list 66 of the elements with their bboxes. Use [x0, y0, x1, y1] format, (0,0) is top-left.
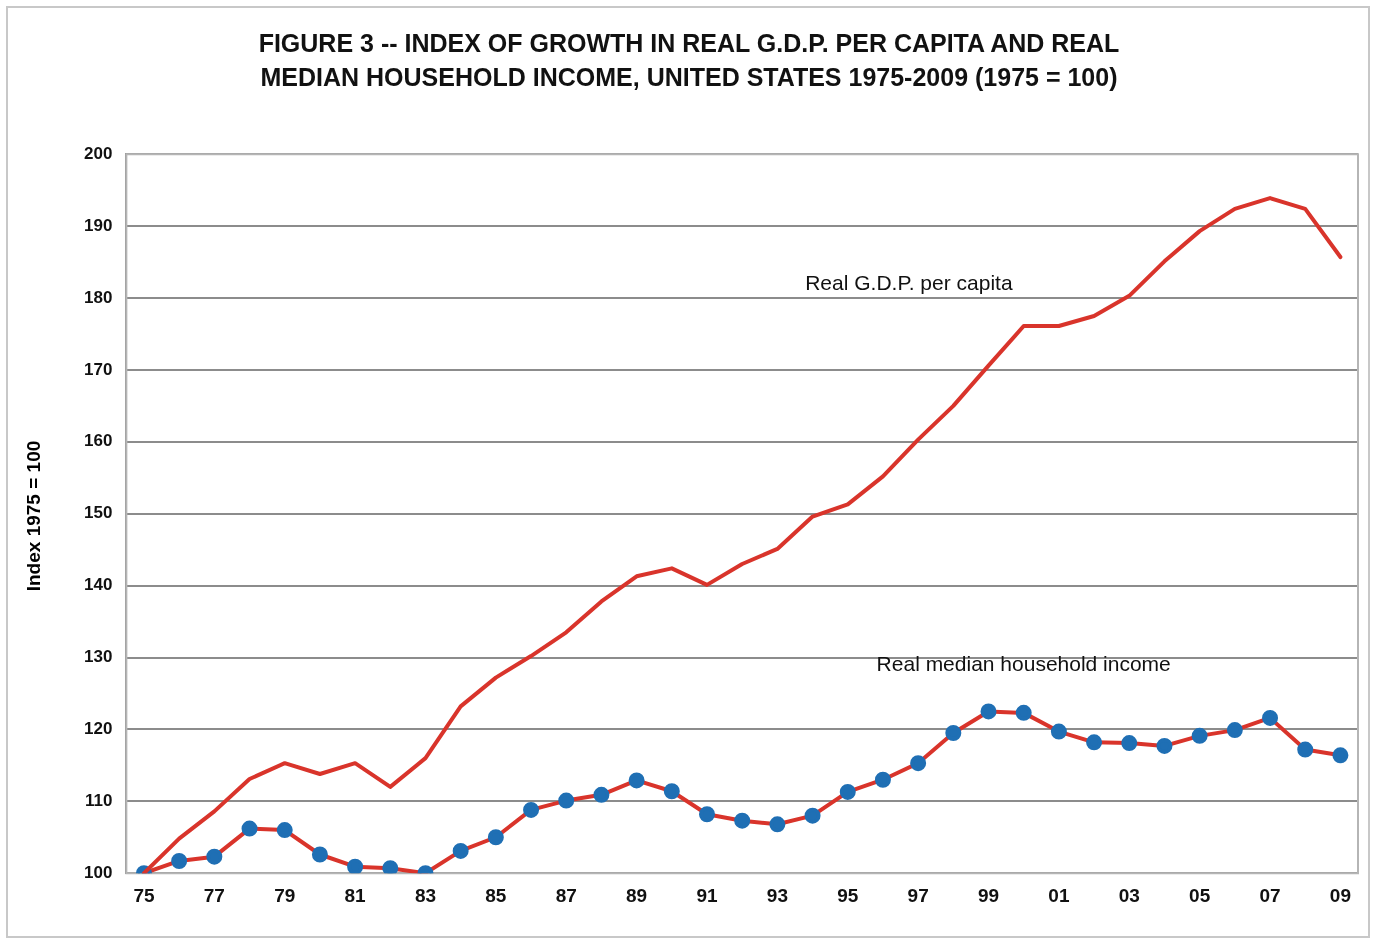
- point: [558, 792, 575, 809]
- point: [1226, 722, 1243, 739]
- point: [1086, 734, 1103, 751]
- point: [1050, 723, 1067, 740]
- point: [452, 842, 469, 859]
- y-tick-label: 150: [83, 503, 113, 523]
- y-tick-label: 160: [83, 431, 113, 451]
- point: [206, 848, 223, 865]
- point: [1121, 735, 1138, 752]
- point: [1156, 737, 1173, 754]
- point: [1262, 709, 1279, 726]
- point: [382, 860, 399, 874]
- y-axis-title: Index 1975 = 100: [23, 440, 45, 592]
- point: [839, 783, 856, 800]
- point: [734, 812, 751, 829]
- point: [1191, 727, 1208, 744]
- y-tick-label: 180: [83, 287, 113, 307]
- y-tick-label: 200: [83, 143, 113, 163]
- point: [1332, 747, 1349, 764]
- point: [1297, 741, 1314, 758]
- x-tick-label: 95: [837, 884, 859, 906]
- x-tick-label: 07: [1259, 884, 1281, 906]
- point: [241, 820, 258, 837]
- x-tick-label: 97: [907, 884, 929, 906]
- x-tick-label: 01: [1048, 884, 1070, 906]
- x-tick-label: 03: [1118, 884, 1140, 906]
- x-tick-label: 93: [766, 884, 788, 906]
- x-tick-label: 85: [485, 884, 507, 906]
- chart-title: FIGURE 3 -- INDEX OF GROWTH IN REAL G.D.P. PER CAPITA AND REAL MEDIAN HOUSEHOLD INCOME, UNITED STATES 1975-2009 (1975 = 100): [257, 28, 1121, 93]
- point: [980, 703, 997, 720]
- x-tick-label: 05: [1189, 884, 1211, 906]
- point: [874, 771, 891, 788]
- x-tick-label: 89: [626, 884, 648, 906]
- point: [628, 772, 645, 789]
- x-tick-label: 81: [344, 884, 367, 906]
- y-tick-label: 120: [83, 719, 113, 739]
- x-tick-label: 87: [555, 884, 577, 906]
- x-tick-label: 83: [414, 884, 437, 906]
- point: [698, 806, 715, 823]
- point: [487, 829, 504, 846]
- point: [1015, 704, 1032, 721]
- x-tick-label: 75: [133, 884, 155, 906]
- point: [347, 858, 364, 874]
- point: [171, 852, 188, 869]
- point: [769, 816, 786, 833]
- point: [523, 801, 540, 818]
- x-tick-label: 99: [977, 884, 1000, 906]
- x-tick-label: 79: [274, 884, 296, 906]
- point: [311, 846, 328, 863]
- point: [593, 786, 610, 803]
- y-tick-label: 190: [83, 215, 113, 235]
- y-tick-label: 170: [83, 359, 113, 379]
- y-tick-label: 100: [83, 862, 113, 882]
- x-tick-label: 91: [696, 884, 718, 906]
- point: [663, 783, 680, 800]
- x-tick-label: 77: [203, 884, 225, 906]
- point: [945, 725, 962, 741]
- y-tick-label: 130: [83, 647, 113, 667]
- series-label: Real G.D.P. per capita: [805, 270, 1013, 294]
- point: [276, 822, 293, 839]
- text: Real median household income: [876, 651, 1171, 675]
- y-tick-label: 110: [84, 790, 113, 810]
- point: [804, 807, 821, 824]
- point: [910, 755, 927, 772]
- y-tick-label: 140: [83, 575, 113, 595]
- x-tick-label: 09: [1329, 884, 1351, 906]
